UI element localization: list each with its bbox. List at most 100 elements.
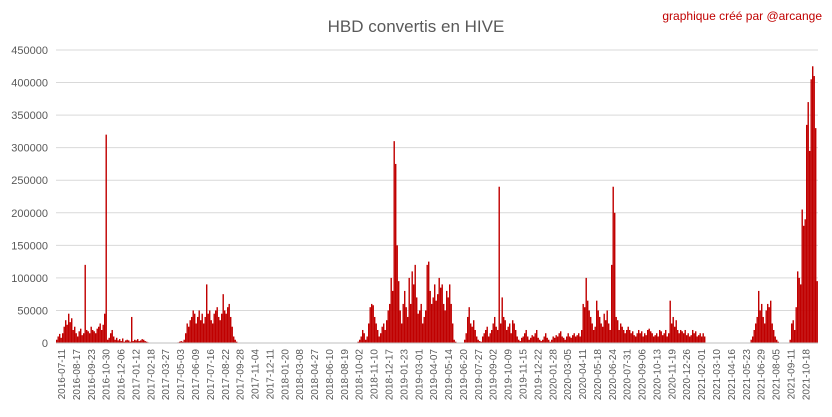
- chart-credit: graphique créé par @arcange: [662, 9, 822, 23]
- bar: [114, 339, 116, 343]
- x-tick-label: 2019-01-23: [399, 349, 410, 401]
- bar: [765, 310, 767, 343]
- bar: [561, 336, 563, 343]
- bar: [797, 271, 799, 343]
- bar: [641, 331, 643, 343]
- bar: [762, 316, 764, 343]
- bar: [588, 310, 590, 343]
- bar: [230, 316, 232, 343]
- bar: [536, 329, 538, 343]
- bar: [572, 335, 574, 343]
- bar: [776, 339, 778, 343]
- bar: [144, 341, 146, 343]
- bar: [803, 225, 805, 343]
- bar: [552, 336, 554, 343]
- bar: [500, 323, 502, 343]
- bar: [362, 329, 364, 343]
- bar: [603, 313, 605, 343]
- bar: [413, 284, 415, 343]
- x-tick-label: 2020-06-24: [608, 349, 619, 401]
- bar: [371, 303, 373, 343]
- bar: [212, 323, 214, 343]
- bar: [92, 329, 94, 343]
- bar: [410, 303, 412, 343]
- bar: [200, 320, 202, 343]
- bar: [440, 287, 442, 343]
- bar: [570, 337, 572, 343]
- bar: [231, 326, 233, 343]
- bar: [668, 333, 670, 343]
- bar: [761, 303, 763, 343]
- bar: [516, 336, 518, 343]
- bar: [98, 326, 100, 343]
- bar: [123, 341, 125, 343]
- bar: [593, 329, 595, 343]
- bar: [210, 320, 212, 343]
- x-tick-label: 2020-11-19: [667, 349, 678, 400]
- x-tick-label: 2020-10-13: [652, 349, 663, 401]
- bar: [108, 337, 110, 343]
- bar: [378, 336, 380, 343]
- bar: [698, 335, 700, 343]
- x-tick-label: 2016-12-06: [117, 349, 128, 401]
- bar: [663, 333, 665, 343]
- bar: [701, 336, 703, 343]
- bar: [587, 300, 589, 343]
- bar: [656, 333, 658, 343]
- bar: [414, 264, 416, 343]
- bar: [645, 335, 647, 343]
- bar: [626, 329, 628, 343]
- bar: [221, 313, 223, 343]
- bar: [377, 329, 379, 343]
- bar: [480, 341, 482, 343]
- y-tick-label: 100000: [11, 273, 48, 285]
- bar: [60, 337, 62, 343]
- bar: [365, 339, 367, 343]
- bar: [599, 316, 601, 343]
- bar: [687, 333, 689, 343]
- bar: [411, 271, 413, 343]
- bar: [135, 340, 137, 343]
- x-tick-label: 2019-04-07: [429, 349, 440, 401]
- chart-title: HBD convertis en HIVE: [328, 17, 505, 36]
- y-axis-ticks: 0 50000 100000 150000 200000 250000 300000 3500…: [11, 45, 48, 350]
- x-tick-label: 2018-03-08: [295, 349, 306, 401]
- bar: [764, 323, 766, 343]
- bar: [557, 336, 559, 343]
- bar: [678, 333, 680, 343]
- bar: [800, 284, 802, 343]
- y-tick-label: 200000: [11, 208, 48, 220]
- bar: [560, 331, 562, 343]
- bar: [182, 341, 184, 343]
- bar: [810, 79, 812, 344]
- x-tick-label: 2021-02-01: [697, 349, 708, 401]
- bar: [59, 333, 61, 343]
- y-tick-label: 150000: [11, 240, 48, 252]
- bar: [594, 326, 596, 343]
- bar: [683, 333, 685, 343]
- bar: [755, 323, 757, 343]
- bar: [219, 320, 221, 343]
- bar: [527, 336, 529, 343]
- bar: [554, 337, 556, 343]
- x-tick-label: 2018-08-19: [340, 349, 351, 401]
- x-tick-label: 2017-02-18: [146, 349, 157, 401]
- bar: [479, 341, 481, 343]
- y-tick-label: 450000: [11, 45, 48, 57]
- bar: [416, 297, 418, 343]
- x-tick-label: 2020-12-26: [682, 349, 693, 401]
- bar: [774, 336, 776, 343]
- x-tick-label: 2016-09-23: [87, 349, 98, 401]
- bar: [528, 339, 530, 343]
- bar: [753, 329, 755, 343]
- bar: [218, 316, 220, 343]
- bar: [393, 141, 395, 343]
- bar: [372, 305, 374, 343]
- bar: [78, 331, 80, 343]
- bar: [447, 297, 449, 343]
- bar: [473, 320, 475, 343]
- bar: [677, 329, 679, 343]
- bar: [183, 339, 185, 343]
- x-tick-label: 2019-03-01: [414, 349, 425, 401]
- bar: [692, 329, 694, 343]
